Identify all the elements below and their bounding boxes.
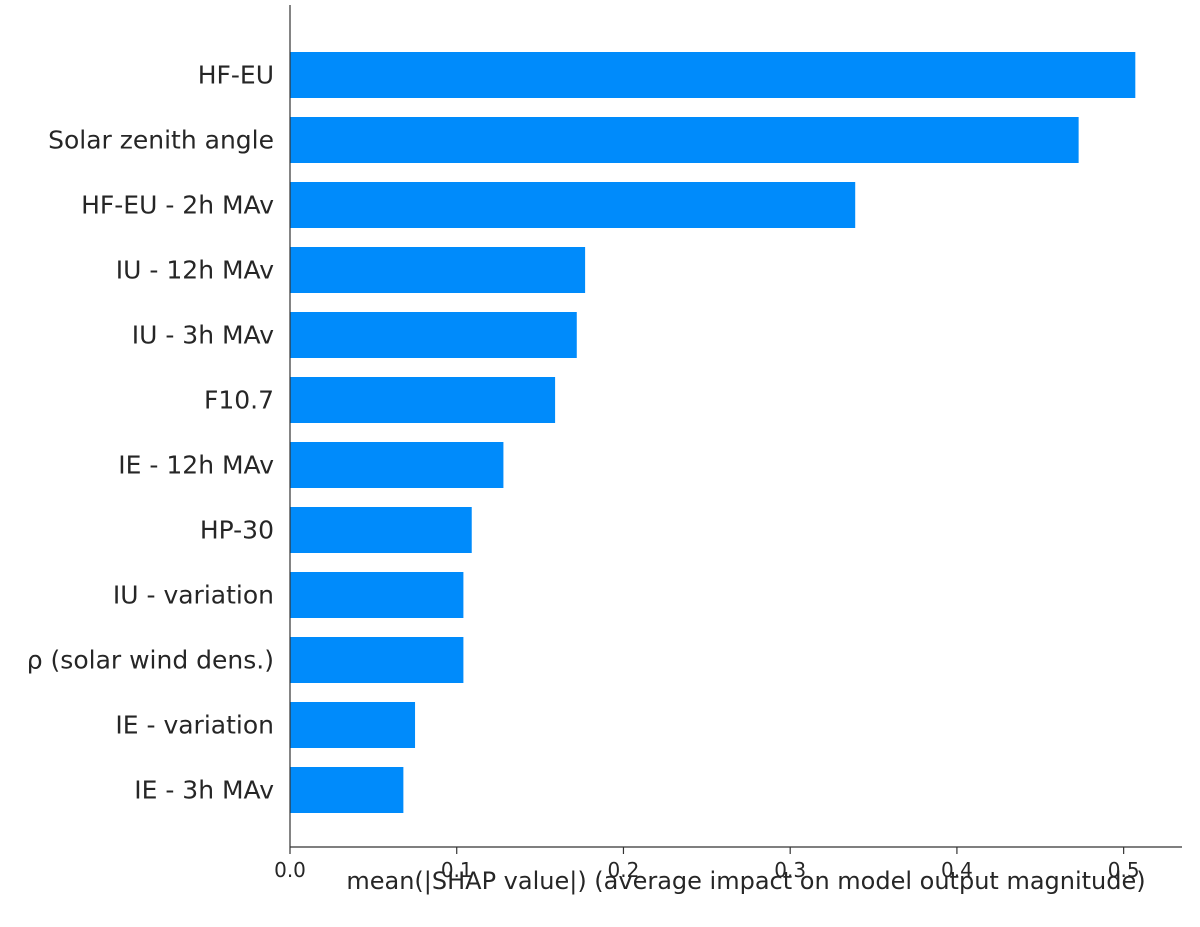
category-label-7: HP-30: [200, 516, 274, 545]
bar-11: [290, 767, 404, 813]
category-label-3: IU - 12h MAv: [116, 256, 274, 285]
category-labels-group: HF-EU Solar zenith angle HF-EU - 2h MAv IU …: [27, 61, 274, 805]
category-label-9: ρ (solar wind dens.): [27, 646, 274, 675]
category-label-6: IE - 12h MAv: [118, 451, 274, 480]
category-label-11: IE - 3h MAv: [134, 776, 274, 805]
bar-4: [290, 312, 577, 358]
bar-3: [290, 247, 586, 293]
category-label-2: HF-EU - 2h MAv: [81, 191, 274, 220]
bar-6: [290, 442, 504, 488]
x-ticks-group: 0.0 0.1 0.2 0.3 0.4 0.5: [274, 847, 1140, 882]
bar-0: [290, 52, 1136, 98]
bars-group: [290, 52, 1136, 813]
x-tick-label-0: 0.0: [274, 858, 306, 882]
bar-10: [290, 702, 416, 748]
x-tick-label-2: 0.2: [608, 858, 640, 882]
bar-5: [290, 377, 556, 423]
bar-9: [290, 637, 464, 683]
category-label-4: IU - 3h MAv: [132, 321, 274, 350]
category-label-8: IU - variation: [113, 581, 274, 610]
bar-2: [290, 182, 856, 228]
category-label-5: F10.7: [204, 386, 274, 415]
x-tick-label-1: 0.1: [441, 858, 473, 882]
x-axis-title: mean(|SHAP value|) (average impact on mo…: [346, 867, 1145, 895]
x-tick-label-4: 0.4: [941, 858, 973, 882]
category-label-1: Solar zenith angle: [48, 126, 274, 155]
x-tick-label-5: 0.5: [1108, 858, 1140, 882]
category-label-0: HF-EU: [198, 61, 274, 90]
bar-1: [290, 117, 1079, 163]
category-label-10: IE - variation: [115, 711, 274, 740]
x-tick-label-3: 0.3: [774, 858, 806, 882]
bar-7: [290, 507, 472, 553]
bar-8: [290, 572, 464, 618]
